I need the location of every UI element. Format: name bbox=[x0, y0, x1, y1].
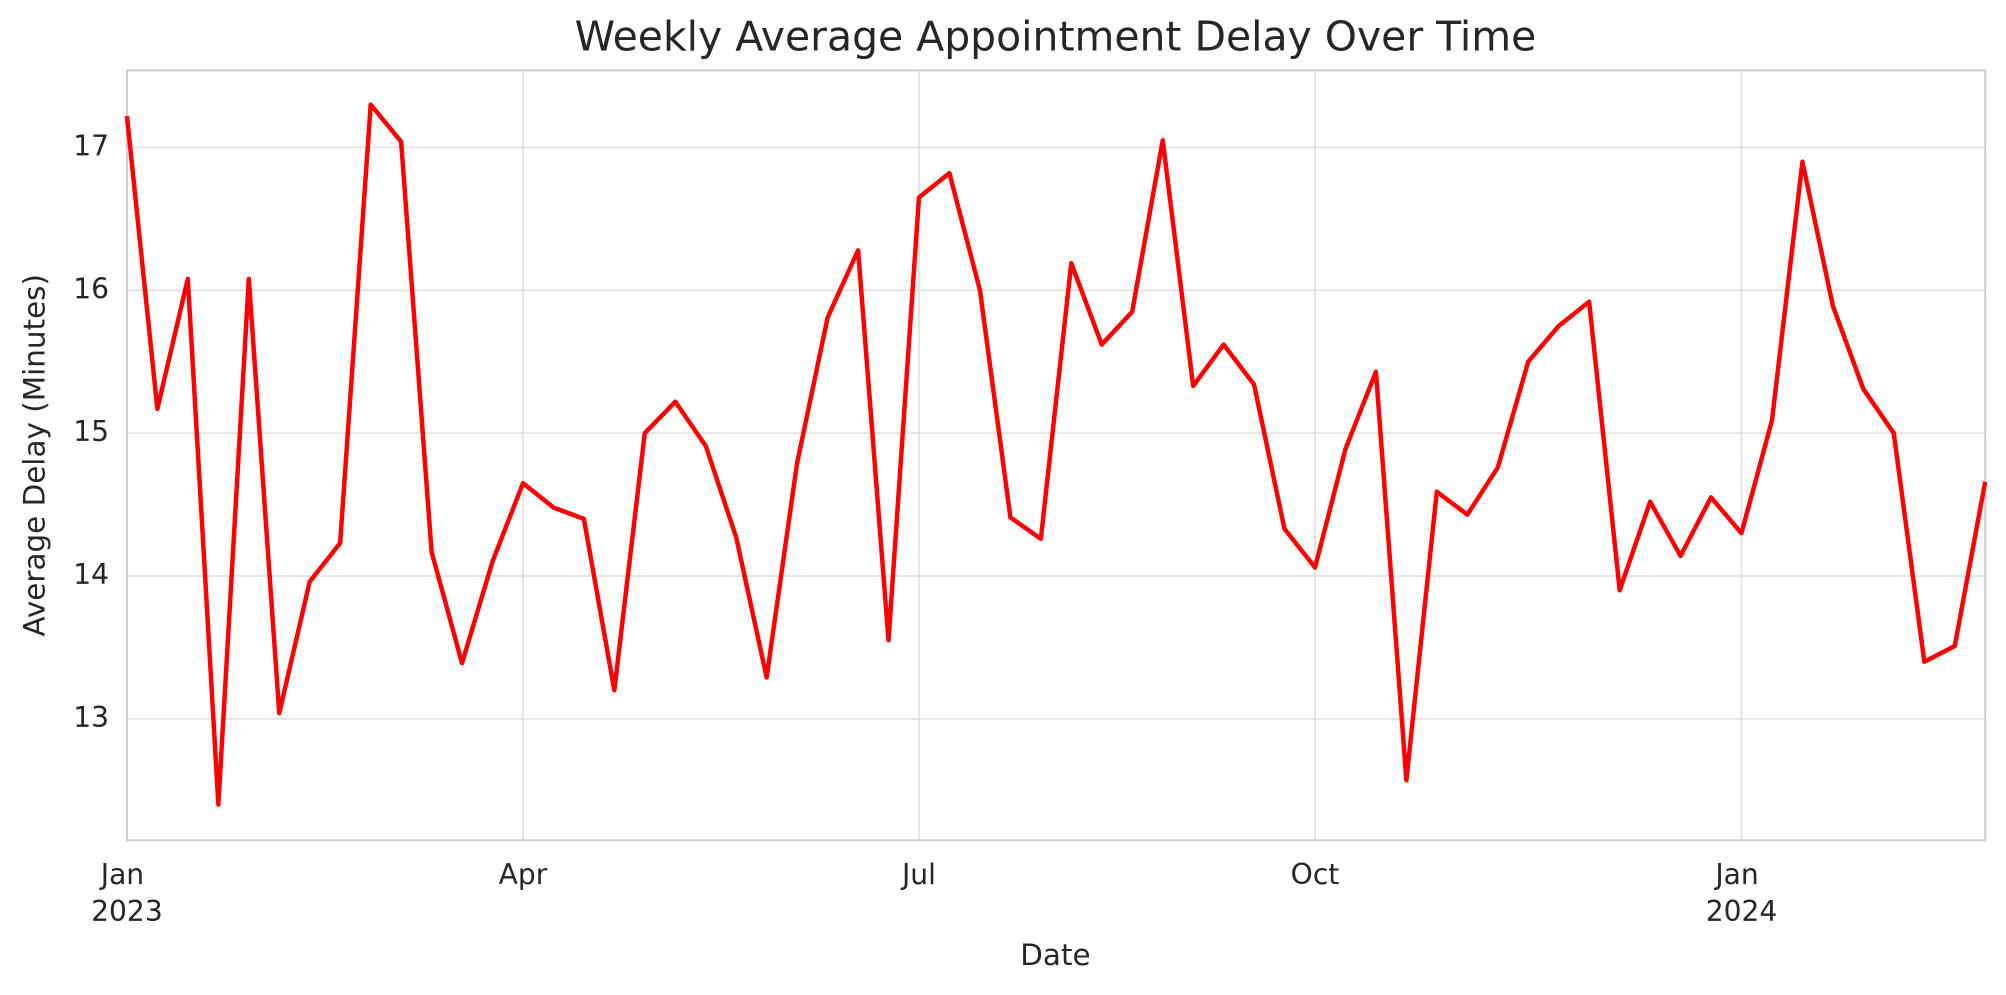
y-tick-label: 13 bbox=[73, 701, 109, 734]
plot-frame bbox=[125, 69, 1987, 842]
x-tick-label: Jan 2024 bbox=[1706, 858, 1778, 928]
chart-title: Weekly Average Appointment Delay Over Ti… bbox=[575, 13, 1537, 61]
x-tick-label: Apr bbox=[499, 858, 548, 891]
y-tick-label: 16 bbox=[73, 272, 109, 305]
y-tick-label: 15 bbox=[73, 415, 109, 448]
x-tick-label: Jul bbox=[900, 858, 936, 891]
x-tick-label: Jan 2023 bbox=[91, 858, 163, 928]
y-tick-label: 14 bbox=[73, 558, 109, 591]
x-tick-label: Oct bbox=[1291, 858, 1340, 891]
data-line bbox=[124, 102, 1988, 807]
x-axis-label: Date bbox=[1020, 938, 1090, 972]
y-axis-label: Average Delay (Minutes) bbox=[18, 274, 52, 636]
y-tick-label: 17 bbox=[73, 129, 109, 162]
